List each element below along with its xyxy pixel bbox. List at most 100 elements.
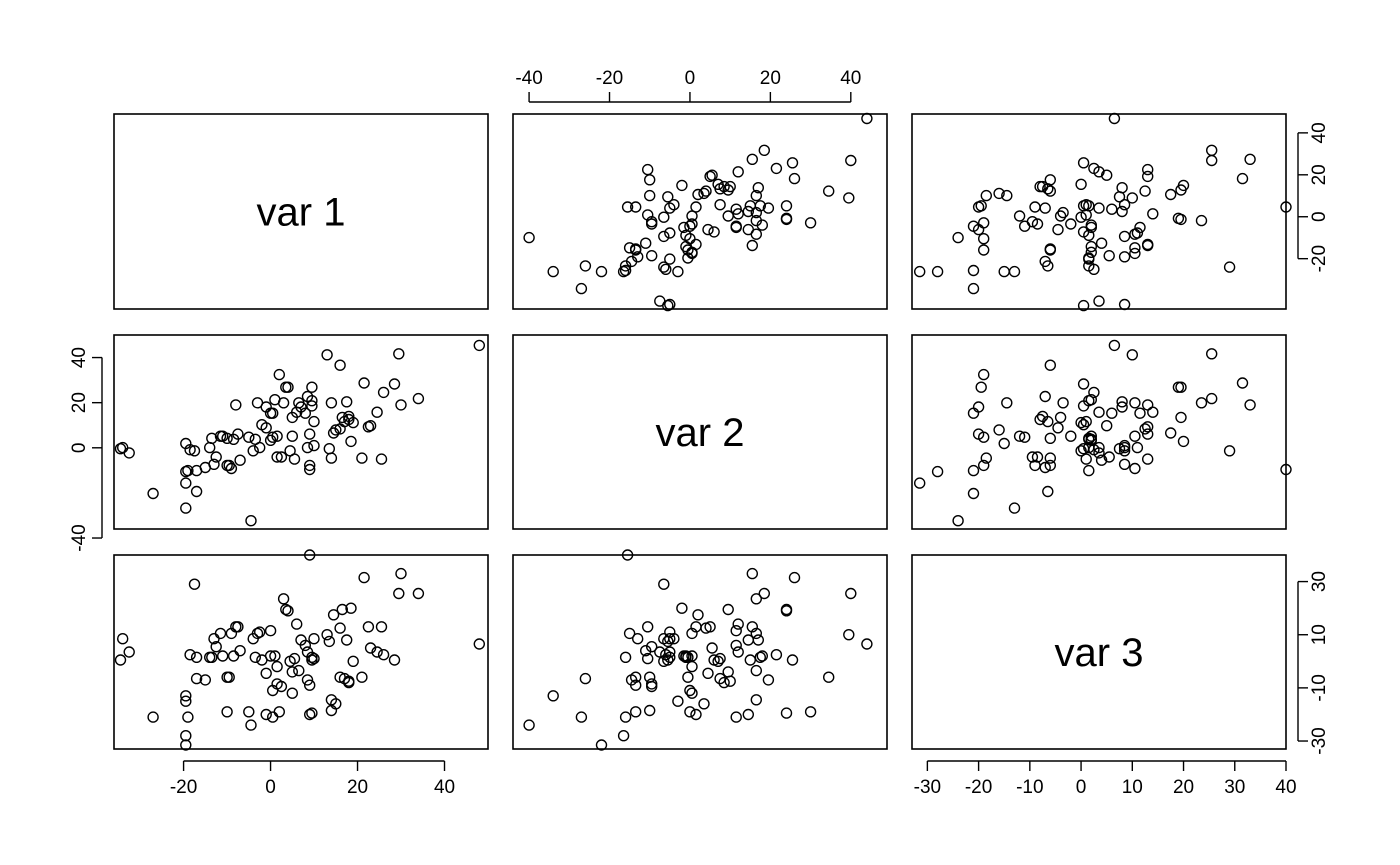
- point-r2-c1-72: [330, 424, 342, 436]
- point-r1-c2-81: [712, 178, 724, 191]
- point-r2-c3-77: [1116, 396, 1128, 408]
- point-r1-c2-52: [642, 209, 654, 221]
- point-r3-c2-81: [712, 655, 724, 667]
- point-r2-c1-20: [221, 432, 233, 444]
- point-r2-c3-85: [1100, 420, 1113, 432]
- point-r3-c1-28: [243, 706, 255, 718]
- point-r2-c3-4: [998, 437, 1010, 450]
- point-r1-c3-8: [967, 264, 980, 277]
- point-r3-c2-31: [680, 651, 692, 663]
- point-r2-c3-45: [1026, 451, 1039, 463]
- point-r1-c3-28: [978, 232, 990, 245]
- point-r3-c2-78: [724, 675, 736, 687]
- point-r3-c1-67: [321, 629, 333, 641]
- point-r1-c3-30: [1118, 230, 1131, 243]
- point-r1-c2-83: [788, 172, 801, 185]
- point-r1-c3-13: [1039, 255, 1051, 268]
- point-r2-c1-89: [388, 378, 401, 390]
- point-r2-c3-38: [1085, 434, 1098, 446]
- point-r1-c3-33: [1131, 227, 1144, 239]
- point-r2-c1-58: [301, 441, 314, 454]
- right-axis-var3-tick-label-2: 10: [1309, 624, 1330, 645]
- point-r1-c3-18: [1129, 247, 1141, 260]
- point-r3-c2-23: [623, 627, 636, 640]
- point-r1-c2-55: [742, 205, 754, 218]
- point-r1-c3-57: [1039, 202, 1051, 214]
- point-r1-c3-69: [980, 189, 992, 202]
- point-r3-c2-48: [780, 605, 793, 617]
- point-r3-c2-83: [788, 571, 801, 584]
- panel-frame-r2-c3: [911, 334, 1287, 530]
- point-r2-c1-47: [280, 381, 292, 393]
- point-r1-c2-8: [619, 264, 632, 277]
- point-r1-c3-24: [1085, 240, 1098, 253]
- point-r2-c3-19: [1085, 430, 1098, 442]
- point-r1-c3-37: [1134, 221, 1146, 234]
- right-axis-var3-tick-label-1: -10: [1309, 674, 1330, 701]
- point-r1-c3-40: [967, 220, 980, 232]
- point-r3-c2-82: [644, 671, 656, 683]
- point-r3-c2-42: [686, 660, 698, 673]
- point-r2-c1-80: [345, 435, 357, 448]
- point-r2-c3-93: [1108, 339, 1121, 352]
- point-r1-c3-23: [1129, 242, 1141, 254]
- bottom-axis-var3-tick-label-3: 0: [1076, 777, 1087, 798]
- point-r1-c2-26: [690, 238, 702, 251]
- point-r2-c3-68: [1113, 443, 1126, 455]
- point-r3-c1-56: [299, 639, 311, 652]
- point-r3-c1-82: [356, 671, 368, 683]
- point-r2-c3-21: [978, 459, 990, 472]
- point-r2-c1-66: [308, 415, 320, 428]
- point-r1-c3-51: [1013, 210, 1026, 222]
- panel-frame-r1-c3: [911, 113, 1287, 310]
- point-r3-c2-36: [742, 708, 754, 721]
- point-r3-c1-48: [282, 605, 294, 617]
- point-r2-c3-78: [1036, 410, 1049, 423]
- point-r1-c2-31: [680, 229, 692, 242]
- point-r3-c2-21: [630, 706, 642, 718]
- point-r2-c1-52: [288, 453, 301, 465]
- point-r2-c3-12: [1042, 485, 1054, 498]
- point-r1-c3-5: [931, 265, 944, 278]
- point-r3-c2-59: [690, 708, 702, 721]
- point-r3-c2-64: [780, 707, 793, 719]
- bottom-axis-var3-tick-label-7: 40: [1275, 777, 1296, 798]
- point-r2-c3-88: [1088, 386, 1100, 399]
- point-r1-c2-27: [640, 237, 652, 249]
- point-r1-c3-90: [1205, 154, 1218, 167]
- point-r3-c1-38: [264, 650, 277, 662]
- point-r3-c1-52: [288, 652, 301, 665]
- point-r1-c3-70: [1001, 189, 1013, 202]
- point-r3-c2-66: [714, 652, 726, 665]
- point-r2-c1-48: [282, 381, 294, 393]
- point-r3-c1-59: [304, 708, 316, 721]
- point-r1-c2-56: [730, 203, 742, 215]
- point-r3-c1-31: [249, 651, 262, 663]
- point-r1-c3-49: [1075, 211, 1087, 223]
- point-r1-c3-83: [1236, 172, 1249, 185]
- point-r2-c3-5: [931, 465, 944, 478]
- point-r3-c1-72: [330, 698, 342, 710]
- point-r2-c3-23: [1129, 462, 1141, 475]
- point-r1-c2-3: [575, 282, 588, 295]
- point-r3-c1-10: [190, 651, 203, 663]
- point-r2-c1-7: [180, 502, 192, 514]
- point-r2-c1-8: [182, 464, 194, 477]
- point-r3-c2-92: [758, 587, 770, 600]
- point-r3-c2-91: [746, 567, 758, 580]
- point-r1-c2-67: [843, 192, 855, 204]
- point-r1-c2-64: [780, 200, 793, 212]
- point-r2-c3-56: [1106, 407, 1118, 419]
- point-r1-c2-42: [686, 218, 698, 230]
- point-r2-c1-45: [275, 451, 288, 463]
- point-r2-c3-49: [1075, 445, 1087, 457]
- right-axis-var2-tick-label-0: -20: [1309, 245, 1330, 272]
- point-r2-c3-74: [1044, 359, 1057, 371]
- point-r1-c3-72: [993, 187, 1005, 200]
- left-axis-var1-tick-label-0: -40: [69, 524, 90, 551]
- point-r1-c2-72: [698, 187, 710, 200]
- point-r2-c1-39: [267, 431, 279, 443]
- point-r3-c2-11: [658, 578, 670, 590]
- point-r2-c1-93: [473, 339, 485, 352]
- point-r2-c3-86: [1093, 406, 1105, 418]
